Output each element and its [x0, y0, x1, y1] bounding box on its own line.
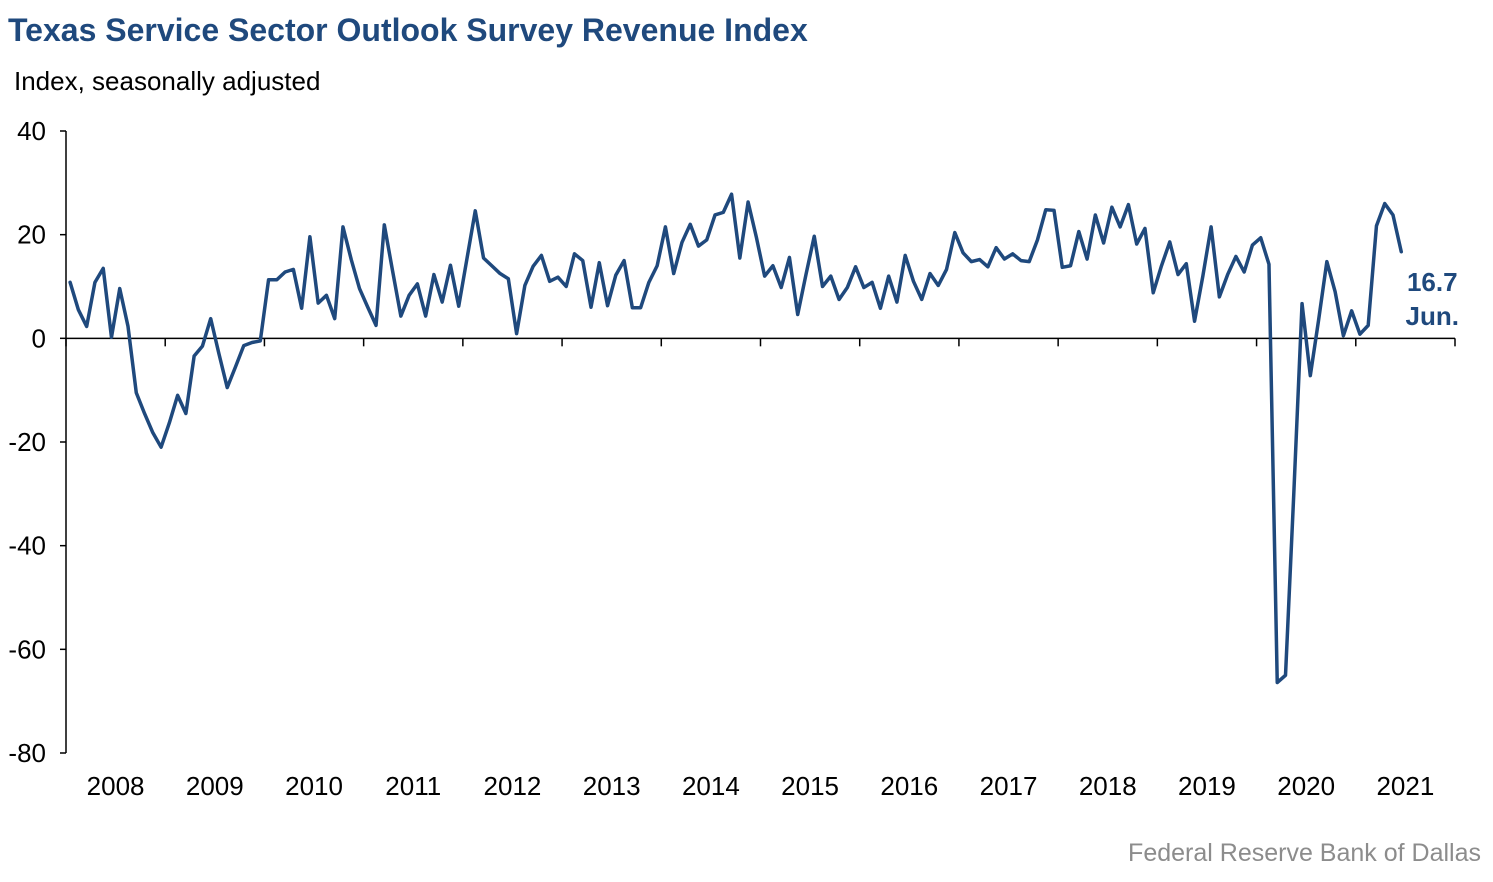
x-tick-label: 2008 [87, 771, 145, 801]
x-tick-label: 2011 [385, 771, 441, 801]
y-tick-label: 20 [17, 220, 46, 250]
y-axis-unit-label: Index, seasonally adjusted [14, 66, 321, 96]
y-tick-label: -60 [8, 634, 46, 664]
x-axis-tick-labels: 2008 2009 2010 2011 2012 2013 2014 2015 2016 2017… [87, 771, 1435, 801]
y-tick-label: 40 [17, 116, 46, 146]
x-tick-label: 2010 [285, 771, 343, 801]
y-tick-label: -20 [8, 427, 46, 457]
x-tick-label: 2012 [484, 771, 542, 801]
x-tick-label: 2016 [880, 771, 938, 801]
y-tick-label: 0 [32, 323, 46, 353]
source-credit: Federal Reserve Bank of Dallas [1128, 839, 1481, 867]
latest-month-label: Jun. [1406, 301, 1459, 331]
y-axis-tick-labels: 40 20 0 -20 -40 -60 -80 [8, 116, 46, 768]
x-tick-label: 2021 [1376, 771, 1434, 801]
x-tick-label: 2009 [186, 771, 244, 801]
chart-axes [60, 130, 1456, 754]
x-tick-label: 2013 [583, 771, 641, 801]
revenue-index-line [68, 192, 1404, 685]
x-tick-label: 2018 [1079, 771, 1137, 801]
x-tick-label: 2019 [1178, 771, 1236, 801]
chart-title: Texas Service Sector Outlook Survey Reve… [8, 12, 808, 48]
x-tick-label: 2015 [781, 771, 839, 801]
latest-value-label: 16.7 [1407, 267, 1458, 297]
x-tick-label: 2020 [1277, 771, 1335, 801]
y-tick-label: -80 [8, 738, 46, 768]
y-tick-label: -40 [8, 531, 46, 561]
x-tick-label: 2014 [682, 771, 740, 801]
x-tick-label: 2017 [980, 771, 1038, 801]
